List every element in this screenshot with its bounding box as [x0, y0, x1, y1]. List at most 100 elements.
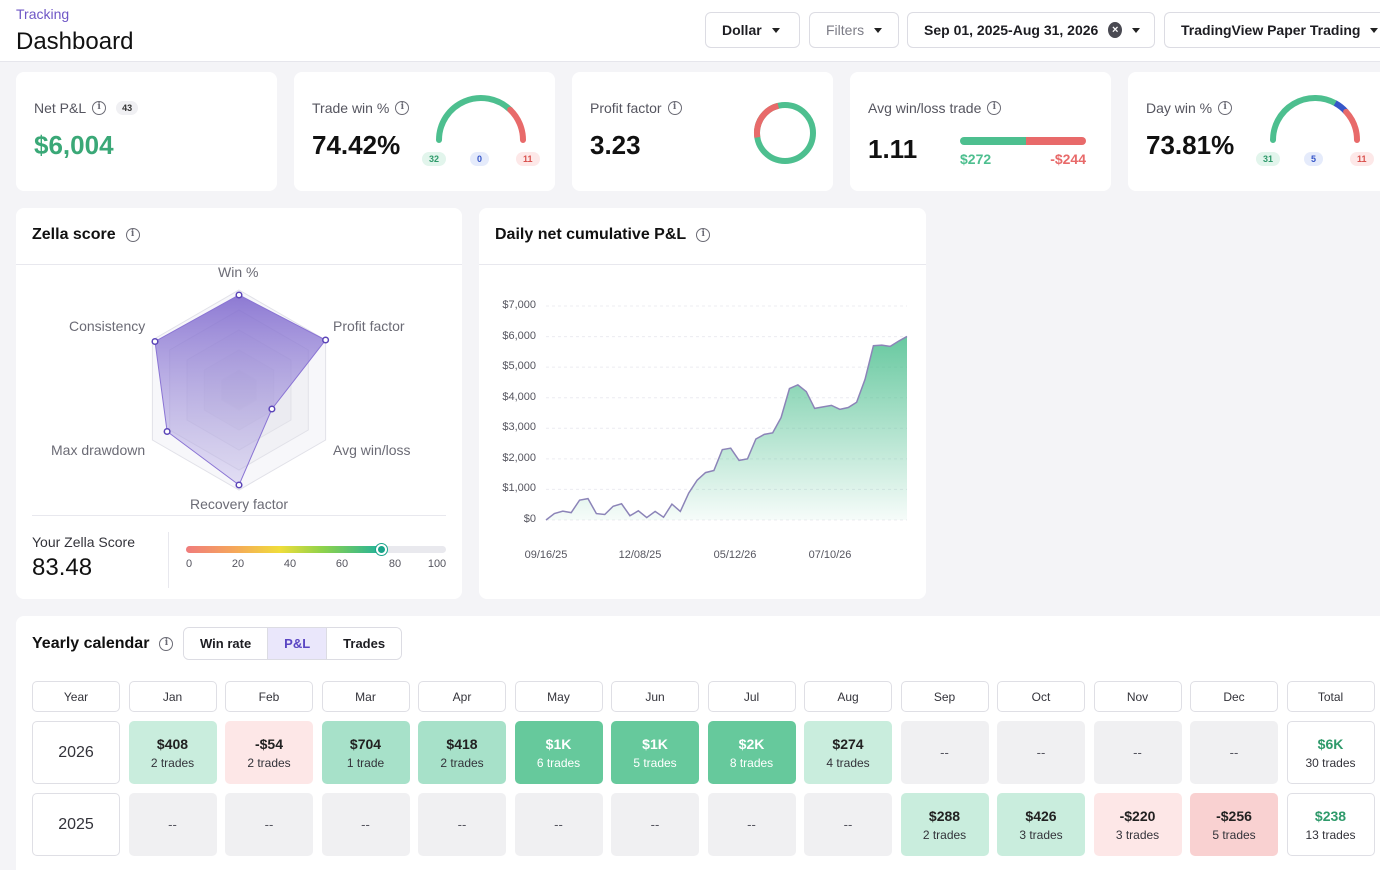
calendar-month-cell[interactable]: --	[997, 721, 1085, 784]
month-pnl: --	[264, 817, 274, 832]
y-tick-label: $1,000	[502, 482, 536, 495]
month-pnl: -$256	[1216, 807, 1252, 824]
month-pnl: -$220	[1119, 807, 1156, 824]
info-icon[interactable]: i	[987, 101, 1002, 115]
trade-count-badge: 43	[116, 101, 139, 115]
calendar-month-cell[interactable]: $418 2 trades	[418, 721, 506, 784]
zella-score-fill	[186, 546, 382, 553]
calendar-month-cell[interactable]: -$54 2 trades	[225, 721, 313, 784]
calendar-month-cell[interactable]: --	[707, 793, 796, 856]
info-icon[interactable]: i	[92, 101, 107, 115]
calendar-month-cell[interactable]: --	[225, 793, 313, 856]
date-range-picker[interactable]: Sep 01, 2025-Aug 31, 2026 ×	[907, 12, 1155, 48]
month-pnl: $1K	[545, 735, 572, 752]
x-tick-label: 05/12/26	[713, 549, 757, 561]
calendar-month-cell[interactable]: $704 1 trade	[321, 721, 410, 784]
day-win-card: Day win % i 73.81% 31 5 11	[1128, 72, 1380, 191]
trade-win-card: Trade win % i 74.42% 32 0 11	[294, 72, 555, 191]
divider	[479, 264, 926, 265]
calendar-month-cell[interactable]: --	[900, 721, 989, 784]
tab-win-rate[interactable]: Win rate	[184, 628, 269, 659]
y-tick-label: $0	[523, 513, 536, 525]
calendar-month-cell[interactable]: --	[321, 793, 410, 856]
radar-point[interactable]	[163, 427, 171, 436]
month-pnl: --	[554, 817, 563, 832]
y-tick-label: $2,000	[502, 451, 536, 464]
month-pnl: $288	[928, 807, 961, 824]
x-tick-label: 09/16/25	[524, 549, 568, 561]
info-icon[interactable]: i	[1218, 101, 1233, 115]
month-pnl: --	[747, 817, 756, 832]
info-icon[interactable]: i	[667, 101, 682, 115]
avg-win-amount: $272	[960, 151, 992, 167]
radar-point[interactable]	[322, 336, 330, 344]
calendar-month-cell[interactable]: $426 3 trades	[997, 793, 1085, 856]
calendar-header-may: May	[514, 681, 603, 712]
breadcrumb[interactable]: Tracking	[16, 6, 70, 22]
scale-tick: 40	[283, 558, 297, 570]
calendar-month-cell[interactable]: --	[128, 793, 217, 856]
profit-factor-card: Profit factor i 3.23	[572, 72, 833, 191]
radar-point[interactable]	[268, 405, 276, 413]
calendar-month-cell[interactable]: $408 2 trades	[128, 721, 217, 784]
filters-dropdown[interactable]: Filters	[809, 12, 899, 48]
tab-trades[interactable]: Trades	[327, 628, 402, 659]
calendar-month-cell[interactable]: $288 2 trades	[900, 793, 989, 856]
avg-loss-segment	[1026, 137, 1086, 145]
avg-win-loss-label: Avg win/loss trade	[868, 100, 982, 116]
radar-point[interactable]	[235, 481, 243, 489]
account-dropdown[interactable]: TradingView Paper Trading	[1164, 12, 1380, 48]
day-win-gauge	[1270, 95, 1360, 143]
calendar-header-aug: Aug	[804, 681, 892, 712]
calendar-month-cell[interactable]: --	[611, 793, 699, 856]
trade-win-gauge	[436, 95, 526, 143]
month-pnl: --	[940, 745, 949, 760]
avg-loss-amount: -$244	[1050, 151, 1086, 167]
profit-factor-donut	[754, 102, 816, 164]
chevron-down-icon	[1370, 27, 1379, 33]
calendar-month-cell[interactable]: -$220 3 trades	[1093, 793, 1182, 856]
yearly-calendar-title: Yearly calendar	[32, 635, 150, 652]
month-pnl: $274	[832, 735, 864, 752]
radar-point[interactable]	[151, 337, 159, 346]
chevron-down-icon	[771, 27, 780, 33]
calendar-header-mar: Mar	[321, 681, 410, 712]
zella-score-bar	[186, 546, 446, 553]
calendar-month-cell[interactable]: $274 4 trades	[804, 721, 892, 784]
info-icon[interactable]: i	[159, 637, 174, 651]
breakeven-pill: 5	[1304, 152, 1324, 166]
info-icon[interactable]: i	[395, 101, 410, 115]
avg-win-loss-card: Avg win/loss trade i 1.11 $272 -$244	[850, 72, 1111, 191]
losses-pill: 11	[516, 152, 540, 166]
calendar-month-cell[interactable]: $2K 8 trades	[707, 721, 796, 784]
pnl-line[interactable]	[545, 335, 908, 521]
radar-label-max-drawdown: Max drawdown	[51, 442, 146, 458]
calendar-month-cell[interactable]: --	[804, 793, 892, 856]
calendar-month-cell[interactable]: $1K 6 trades	[514, 721, 603, 784]
calendar-month-cell[interactable]: --	[1093, 721, 1182, 784]
currency-dropdown[interactable]: Dollar	[705, 12, 800, 48]
calendar-month-cell[interactable]: --	[418, 793, 506, 856]
calendar-month-cell[interactable]: $1K 5 trades	[611, 721, 699, 784]
radar-point[interactable]	[235, 291, 243, 299]
calendar-month-cell[interactable]: --	[1190, 721, 1278, 784]
month-trade-count: 2 trades	[247, 755, 291, 770]
calendar-month-cell[interactable]: --	[514, 793, 603, 856]
top-header: Tracking Dashboard Dollar Filters Sep 01…	[0, 0, 1380, 62]
info-icon[interactable]: i	[125, 228, 140, 242]
month-trade-count: 4 trades	[826, 755, 870, 770]
wins-pill: 32	[422, 152, 447, 166]
currency-label: Dollar	[722, 22, 762, 38]
info-icon[interactable]: i	[696, 228, 711, 242]
radar-label-avg-win-loss: Avg win/loss	[333, 442, 411, 458]
profit-factor-value: 3.23	[590, 130, 641, 160]
clear-icon[interactable]: ×	[1108, 22, 1122, 38]
account-label: TradingView Paper Trading	[1181, 22, 1361, 38]
tab-pnl[interactable]: P&L	[268, 628, 328, 659]
calendar-month-cell[interactable]: -$256 5 trades	[1190, 793, 1278, 856]
month-pnl: $408	[156, 735, 189, 752]
calendar-total-cell: $238 13 trades	[1286, 793, 1375, 856]
yearly-calendar-card: Yearly calendar i Win rate P&L Trades Ye…	[16, 616, 1380, 870]
gauge-loss-arc	[507, 106, 526, 143]
month-pnl: --	[168, 817, 177, 832]
